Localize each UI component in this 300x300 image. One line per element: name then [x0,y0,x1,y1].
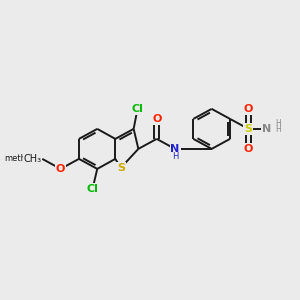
Text: H: H [172,152,178,161]
Text: O: O [244,144,253,154]
Text: H: H [275,119,281,128]
Text: methoxy: methoxy [4,154,41,164]
Text: H: H [275,125,281,134]
Text: O: O [152,114,161,124]
Text: S: S [244,124,252,134]
Text: O: O [244,104,253,114]
Text: O: O [56,164,65,174]
Text: CH₃: CH₃ [24,154,42,164]
Text: N: N [170,144,180,154]
Text: Cl: Cl [87,184,98,194]
Text: N: N [262,124,271,134]
Text: S: S [117,163,125,173]
Text: Cl: Cl [132,104,143,114]
